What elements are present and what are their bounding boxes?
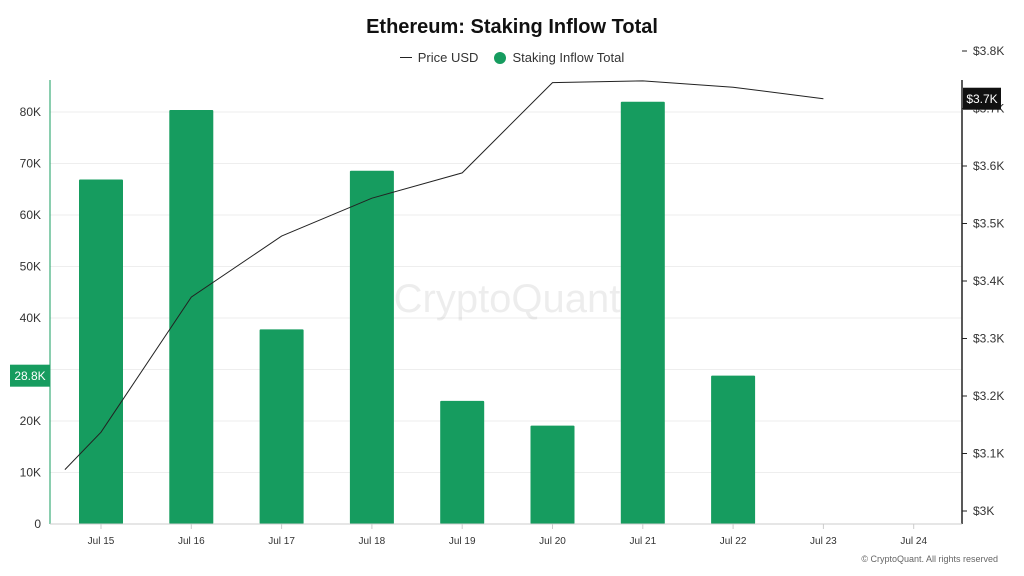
x-tick-label: Jul 21 [629, 536, 656, 547]
x-tick-label: Jul 19 [449, 536, 476, 547]
right-marker-box [963, 87, 1001, 110]
right-value-marker: $3.7K [963, 87, 1001, 110]
right-tick-label: $3.2K [973, 389, 1004, 403]
left-tick-label: 80K [20, 105, 41, 119]
legend: Price USD Staking Inflow Total [0, 50, 1024, 65]
left-tick-label: 40K [20, 311, 41, 325]
bar-jul-16 [169, 109, 214, 524]
x-tick-label: Jul 24 [900, 536, 927, 547]
right-tick-label: $3.5K [973, 217, 1004, 231]
x-tick-label: Jul 15 [88, 536, 115, 547]
legend-item-inflow[interactable]: Staking Inflow Total [494, 50, 624, 65]
x-tick-label: Jul 20 [539, 536, 566, 547]
left-marker-label: 28.8K [14, 369, 45, 383]
chart-title: Ethereum: Staking Inflow Total [366, 16, 658, 38]
x-tick-label: Jul 23 [810, 536, 837, 547]
left-marker-box [10, 364, 50, 387]
copyright: © CryptoQuant. All rights reserved [861, 554, 998, 564]
bar-jul-22 [711, 375, 756, 524]
price-line [64, 80, 824, 470]
left-tick-label: 70K [20, 157, 41, 171]
watermark: CryptoQuant [394, 277, 621, 321]
bar-jul-21 [620, 101, 665, 524]
left-tick-label: 50K [20, 260, 41, 274]
left-tick-label: 0 [34, 517, 41, 531]
x-tick-label: Jul 16 [178, 536, 205, 547]
legend-label-price: Price USD [417, 50, 479, 65]
x-tick-label: Jul 18 [359, 536, 386, 547]
legend-line-swatch [399, 57, 412, 58]
bar-series [79, 101, 756, 524]
legend-label-inflow: Staking Inflow Total [512, 50, 625, 65]
bar-jul-15 [79, 179, 123, 524]
bar-jul-18 [349, 170, 394, 524]
x-tick-label: Jul 22 [720, 536, 747, 547]
left-value-marker: 28.8K [10, 364, 50, 387]
left-tick-label: 60K [20, 208, 41, 222]
legend-dot-swatch [494, 51, 507, 64]
bar-jul-20 [530, 425, 575, 524]
markers: 28.8K $3.7K [10, 87, 1001, 387]
x-tick-label: Jul 17 [268, 536, 295, 547]
right-tick-label: $3.6K [973, 159, 1004, 173]
price-series [64, 80, 824, 470]
right-marker-label: $3.7K [966, 92, 997, 106]
legend-item-price[interactable]: Price USD [399, 50, 479, 65]
right-tick-label: $3.4K [973, 274, 1004, 288]
bar-jul-19 [440, 400, 485, 524]
right-tick-label: $3.3K [973, 332, 1004, 346]
bar-jul-17 [259, 329, 304, 524]
left-tick-label: 10K [20, 466, 41, 480]
right-tick-label: $3.1K [973, 447, 1004, 461]
right-tick-label: $3K [973, 504, 994, 518]
axes: 010K20K30K40K50K60K70K80K$3K$3.1K$3.2K$3… [20, 44, 1005, 547]
right-tick-label: $3.8K [973, 44, 1004, 58]
left-tick-label: 20K [20, 414, 41, 428]
